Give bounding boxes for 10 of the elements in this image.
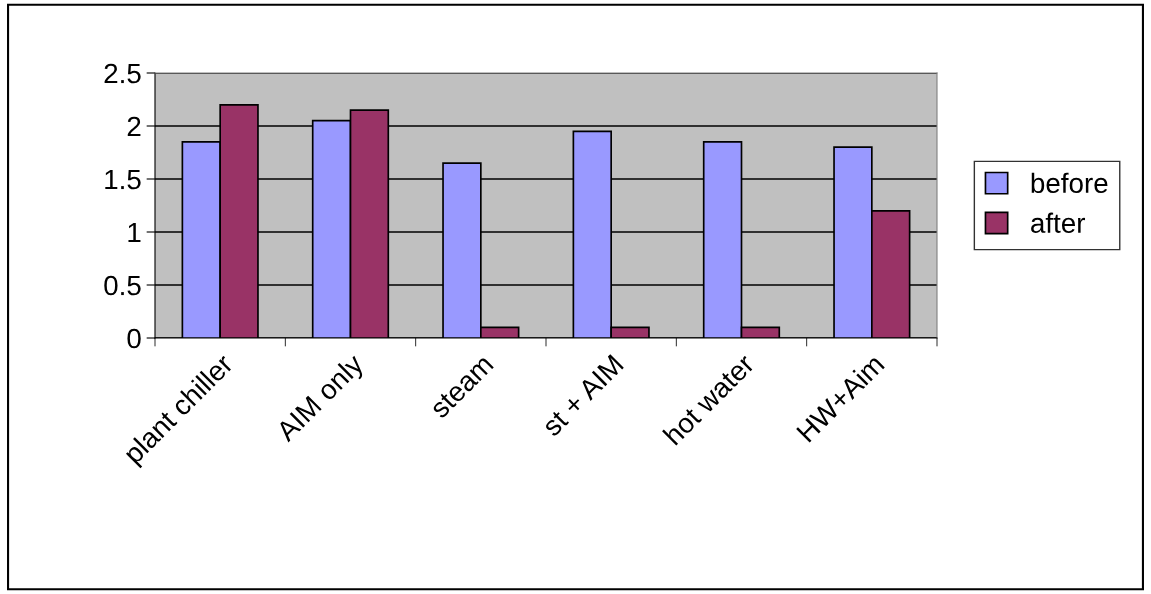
legend-label: after xyxy=(1031,212,1086,233)
legend-label: before xyxy=(1031,172,1108,194)
y-tick-label: 2.5 xyxy=(104,63,141,84)
y-tick-label: 0 xyxy=(127,328,141,349)
y-tick-label: 1 xyxy=(128,222,141,243)
y-tick-label: 1.5 xyxy=(105,169,141,190)
x-tick-label: AIM only xyxy=(274,351,369,447)
x-tick-label: st + AIM xyxy=(540,354,624,438)
y-tick-label: 2 xyxy=(127,116,141,137)
y-tick-label: 0.5 xyxy=(104,275,141,296)
